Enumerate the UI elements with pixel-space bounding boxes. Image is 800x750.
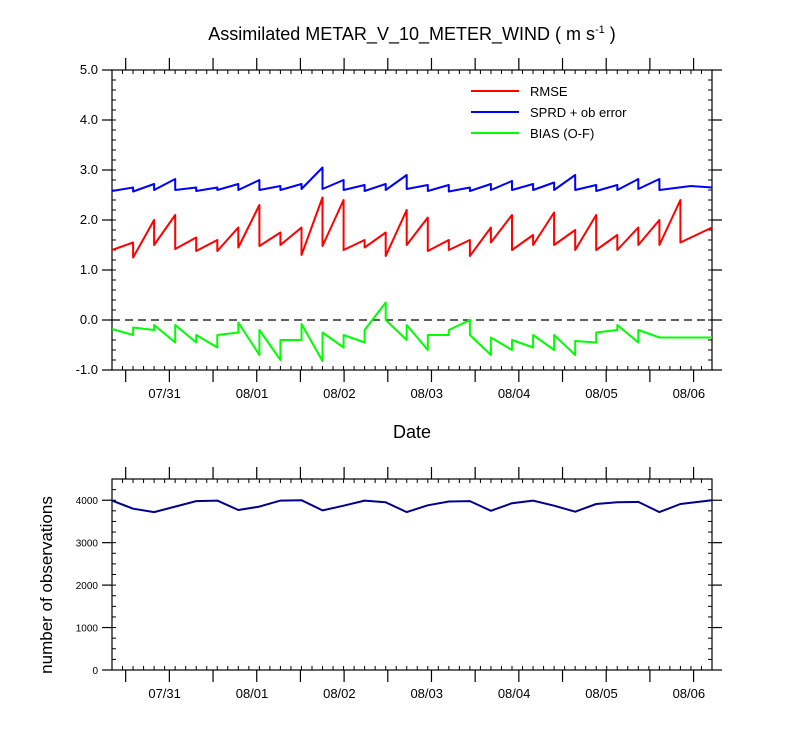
- x-tick-label: 08/01: [236, 686, 269, 701]
- legend-label: BIAS (O-F): [530, 126, 594, 141]
- y-tick-label: 5.0: [80, 62, 98, 77]
- chart-title-suffix: ): [605, 24, 616, 44]
- bottom-plot: 07/31 08/01 08/02 08/03 08/04 08/05 08/06 4000 3…: [76, 467, 722, 701]
- y-tick-label: 1000: [76, 624, 99, 635]
- y-tick-label: 0.0: [80, 312, 98, 327]
- y-tick-label: 2000: [76, 581, 99, 592]
- y-tick-label: 3000: [76, 539, 99, 550]
- x-tick-label: 08/06: [673, 386, 706, 401]
- x-tick-label: 08/03: [410, 386, 443, 401]
- legend-label: RMSE: [530, 84, 568, 99]
- series-line-bias-o-f: [111, 301, 712, 362]
- plot-frame: [111, 478, 713, 671]
- y-tick-label: 4000: [76, 496, 99, 507]
- x-tick-label: 07/31: [148, 686, 181, 701]
- x-tick-label: 08/04: [498, 386, 531, 401]
- y-tick-label: 1.0: [80, 262, 98, 277]
- chart-title: Assimilated METAR_V_10_METER_WIND ( m s-…: [208, 24, 616, 45]
- y-tick-label: 4.0: [80, 112, 98, 127]
- chart-title-superscript: -1: [595, 24, 605, 36]
- chart-title-main: Assimilated METAR_V_10_METER_WIND ( m s: [208, 24, 595, 45]
- x-tick-label: 08/02: [323, 686, 356, 701]
- x-axis-label: Date: [393, 422, 431, 442]
- legend-label: SPRD + ob error: [530, 105, 627, 120]
- x-tick-label: 08/06: [673, 686, 706, 701]
- series-line-rmse: [111, 196, 713, 259]
- x-tick-label: 08/02: [323, 386, 356, 401]
- x-tick-label: 08/04: [498, 686, 531, 701]
- series-line-sprd-ob-error: [111, 166, 713, 193]
- series-line-number-of-observations: [111, 499, 713, 514]
- top-plot: 07/31 08/01 08/02 08/03 08/04 08/05 08/06 5.0 4.…: [76, 58, 722, 401]
- y-axis-label: number of observations: [37, 496, 56, 674]
- y-tick-label: -1.0: [76, 362, 98, 377]
- x-tick-label: 08/01: [236, 386, 269, 401]
- x-tick-label: 07/31: [148, 386, 181, 401]
- x-tick-label: 08/03: [410, 686, 443, 701]
- y-tick-label: 0: [92, 666, 98, 677]
- x-tick-label: 08/05: [585, 686, 618, 701]
- y-tick-label: 2.0: [80, 212, 98, 227]
- x-tick-label: 08/05: [585, 386, 618, 401]
- y-tick-label: 3.0: [80, 162, 98, 177]
